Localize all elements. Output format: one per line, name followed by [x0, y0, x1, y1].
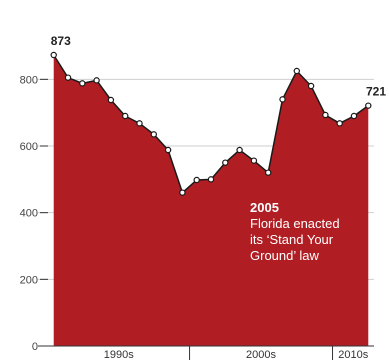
- value-label: 721: [366, 85, 386, 99]
- data-point: [322, 111, 329, 119]
- data-point: [93, 77, 100, 84]
- data-point: [122, 112, 129, 120]
- x-decade-label: 2000s: [246, 349, 276, 360]
- value-label: 873: [51, 34, 71, 48]
- data-point: [107, 96, 115, 104]
- data-point: [365, 102, 372, 109]
- annotation-line-3: Ground’ law: [250, 248, 319, 263]
- y-tick-label: 200: [20, 274, 38, 286]
- area-series: [50, 51, 372, 346]
- area-fill: [53, 55, 369, 346]
- data-point: [179, 189, 186, 196]
- data-point: [222, 159, 229, 166]
- x-decade-label: 2010s: [338, 349, 368, 360]
- data-point: [293, 67, 300, 75]
- data-point: [279, 96, 286, 103]
- data-point: [350, 112, 358, 120]
- x-axis: 1990s 2000s 2010s: [38, 345, 374, 360]
- data-point: [264, 169, 272, 176]
- y-tick-label: 600: [20, 141, 38, 153]
- data-point: [236, 146, 243, 154]
- annotation-line-2: its ‘Stand Your: [250, 232, 334, 247]
- annotation-line-1: Florida enacted: [250, 216, 340, 231]
- data-point: [64, 74, 72, 81]
- data-point: [50, 51, 57, 59]
- y-tick-label: 400: [20, 208, 38, 220]
- y-tick-label: 0: [32, 341, 38, 353]
- data-point: [79, 80, 86, 87]
- data-point: [336, 120, 343, 127]
- data-point: [207, 176, 215, 183]
- data-point: [193, 176, 200, 184]
- y-axis-ticks: 0 200 400 600 800: [20, 74, 48, 353]
- annotation: 2005 Florida enacted its ‘Stand Your Gro…: [250, 200, 340, 263]
- value-labels: 873 721: [51, 34, 387, 99]
- data-point: [250, 157, 258, 164]
- x-decade-label: 1990s: [104, 349, 134, 360]
- annotation-year: 2005: [250, 200, 279, 215]
- data-point: [136, 120, 143, 127]
- data-point: [150, 131, 158, 138]
- data-point: [307, 82, 315, 90]
- data-point: [164, 146, 172, 154]
- y-tick-label: 800: [20, 74, 38, 86]
